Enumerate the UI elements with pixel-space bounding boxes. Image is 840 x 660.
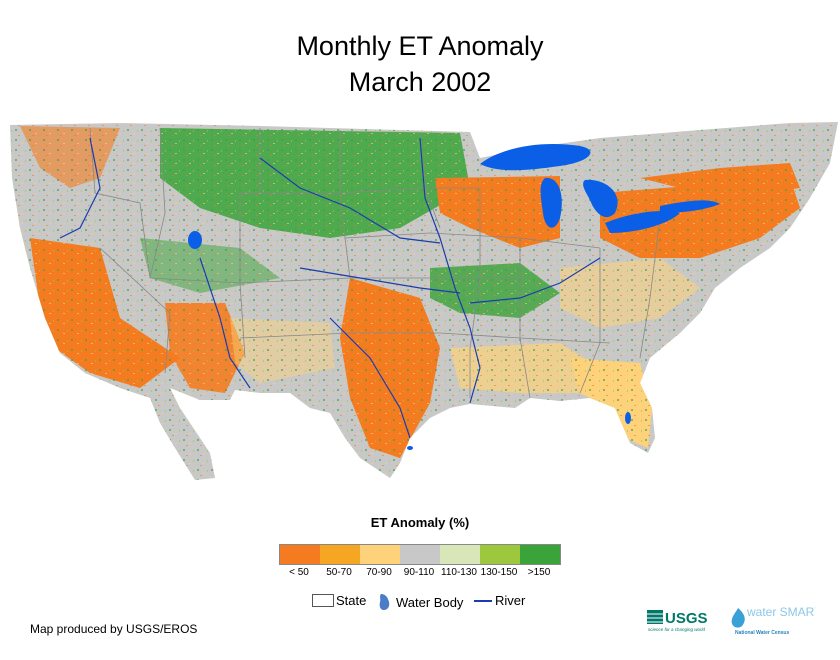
- map-subtitle: March 2002: [348, 67, 492, 97]
- water-bodies: [188, 144, 720, 450]
- legend-swatch: [520, 545, 560, 564]
- usgs-logo: USGS science for a changing world: [647, 610, 708, 632]
- legend-class-label: 110-130: [441, 567, 477, 578]
- river-swatch: [474, 599, 492, 602]
- legend-class-label: < 50: [289, 567, 309, 578]
- agency-logos: USGS science for a changing world water …: [647, 605, 815, 636]
- legend-swatch: [280, 545, 320, 564]
- legend-labels: < 50 50-70 70-90 90-110 110-130 130-150 >150: [279, 567, 563, 581]
- watersmart-logo: water SMART National Water Census: [731, 605, 815, 636]
- legend-class-label: 50-70: [326, 567, 352, 578]
- legend-class-label: 70-90: [366, 567, 392, 578]
- legend-swatch: [360, 545, 400, 564]
- watersmart-tagline: National Water Census: [735, 630, 789, 636]
- legend-swatch: [440, 545, 480, 564]
- state-key: State: [312, 593, 366, 608]
- usgs-tagline: science for a changing world: [648, 627, 706, 632]
- river-key-label: River: [495, 593, 526, 608]
- legend-class-label: 90-110: [403, 567, 435, 578]
- state-boundaries: [89, 127, 661, 399]
- anomaly-raster: [10, 122, 838, 480]
- et-anomaly-map: [10, 122, 838, 480]
- water-body-key: Water Body: [376, 593, 463, 611]
- legend-swatch: [400, 545, 440, 564]
- legend-title: ET Anomaly (%): [370, 515, 470, 530]
- water-body-key-label: Water Body: [396, 594, 464, 610]
- rivers: [59, 137, 601, 439]
- watersmart-logo-text: water SMART: [746, 605, 815, 619]
- water-drop-icon: [379, 594, 390, 610]
- map-credit: Map produced by USGS/EROS: [30, 622, 198, 636]
- river-key: River: [474, 593, 525, 608]
- map-title: Monthly ET Anomaly: [296, 31, 544, 61]
- legend-class-label: 130-150: [480, 567, 518, 578]
- legend-swatch: [320, 545, 360, 564]
- legend-swatch: [480, 545, 520, 564]
- state-swatch: [312, 594, 334, 607]
- usgs-logo-text: USGS: [665, 610, 708, 627]
- legend-color-ramp: [279, 544, 561, 565]
- legend-class-label: >150: [527, 567, 551, 578]
- state-key-label: State: [336, 593, 367, 608]
